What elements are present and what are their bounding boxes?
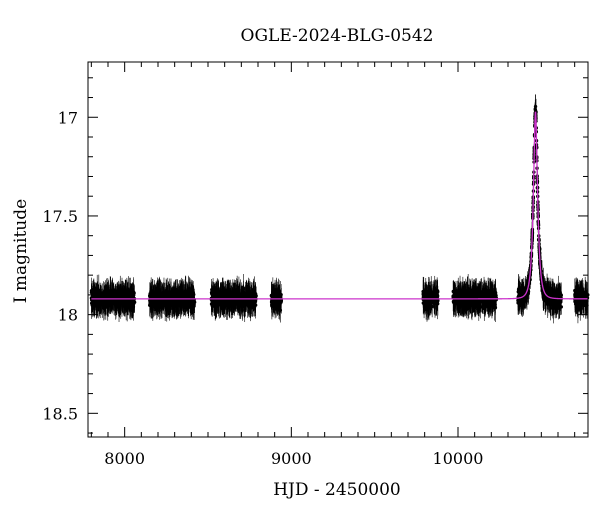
data-point [434, 299, 438, 304]
data-point [158, 293, 162, 298]
x-axis-label: HJD - 2450000 [273, 480, 401, 500]
data-point [155, 291, 160, 296]
data-point [579, 300, 584, 304]
data-point [425, 308, 429, 312]
data-point [559, 305, 564, 309]
data-point [150, 305, 154, 309]
data-point [424, 290, 428, 295]
data-point [151, 301, 156, 305]
data-point [175, 293, 180, 297]
data-point [100, 298, 104, 303]
season-0-points [89, 274, 137, 322]
data-point [117, 301, 122, 305]
data-point [114, 303, 119, 307]
data-point [545, 286, 549, 290]
data-point [484, 294, 488, 299]
data-point [219, 302, 223, 306]
data-point [473, 301, 477, 305]
data-point [173, 294, 177, 298]
data-point [92, 298, 97, 303]
data-point [476, 292, 481, 297]
data-point [248, 304, 253, 308]
data-point [169, 292, 173, 296]
data-point [191, 300, 196, 305]
data-point [559, 293, 563, 298]
data-point [160, 304, 164, 308]
data-point [106, 303, 111, 308]
data-point [225, 300, 229, 304]
data-point [429, 293, 434, 297]
data-point [103, 291, 108, 296]
season-1-points [148, 275, 197, 322]
data-point [550, 292, 554, 296]
data-point [491, 294, 496, 299]
data-point [127, 302, 131, 307]
data-point [270, 303, 274, 307]
data-point [273, 291, 277, 295]
season-6-points [516, 94, 564, 324]
data-point [218, 293, 223, 298]
data-point [233, 291, 238, 296]
data-point [132, 291, 136, 295]
data-point [426, 293, 430, 298]
data-point [493, 292, 498, 296]
data-point [238, 294, 242, 298]
data-point [171, 302, 175, 306]
season-3-points [269, 277, 284, 323]
data-point [128, 292, 133, 297]
season-7-points [573, 276, 590, 324]
data-point [170, 298, 175, 303]
data-point [470, 288, 474, 293]
data-point [488, 292, 493, 296]
data-point [421, 293, 426, 297]
chart-title: OGLE-2024-BLG-0542 [241, 26, 434, 46]
data-point [243, 308, 247, 313]
data-point [225, 291, 230, 296]
season-5-points [451, 273, 499, 323]
data-point [516, 290, 520, 294]
data-point [253, 299, 258, 304]
data-layer [89, 94, 590, 324]
data-point [468, 303, 472, 308]
y-axis-label: I magnitude [11, 199, 31, 303]
data-point [148, 295, 152, 299]
data-point [240, 303, 244, 307]
data-point [279, 300, 283, 304]
data-point [463, 294, 467, 299]
data-point [456, 304, 460, 308]
data-point [124, 295, 129, 299]
data-point [486, 304, 491, 309]
data-point [433, 294, 437, 299]
data-point [222, 298, 227, 303]
season-2-points [209, 274, 258, 323]
data-point [269, 293, 274, 298]
data-point [241, 287, 246, 291]
data-point [462, 306, 466, 310]
data-point [472, 295, 476, 300]
data-point [477, 303, 481, 307]
data-point [578, 291, 583, 295]
data-point [131, 305, 135, 309]
data-point [247, 288, 251, 292]
data-point [111, 294, 115, 299]
data-point [184, 294, 189, 299]
data-point [110, 299, 114, 304]
data-point [175, 298, 179, 303]
data-point [230, 304, 235, 309]
data-point [548, 298, 553, 302]
data-point [575, 295, 580, 299]
data-point [186, 299, 191, 304]
data-point [162, 295, 166, 299]
data-point [452, 301, 457, 305]
